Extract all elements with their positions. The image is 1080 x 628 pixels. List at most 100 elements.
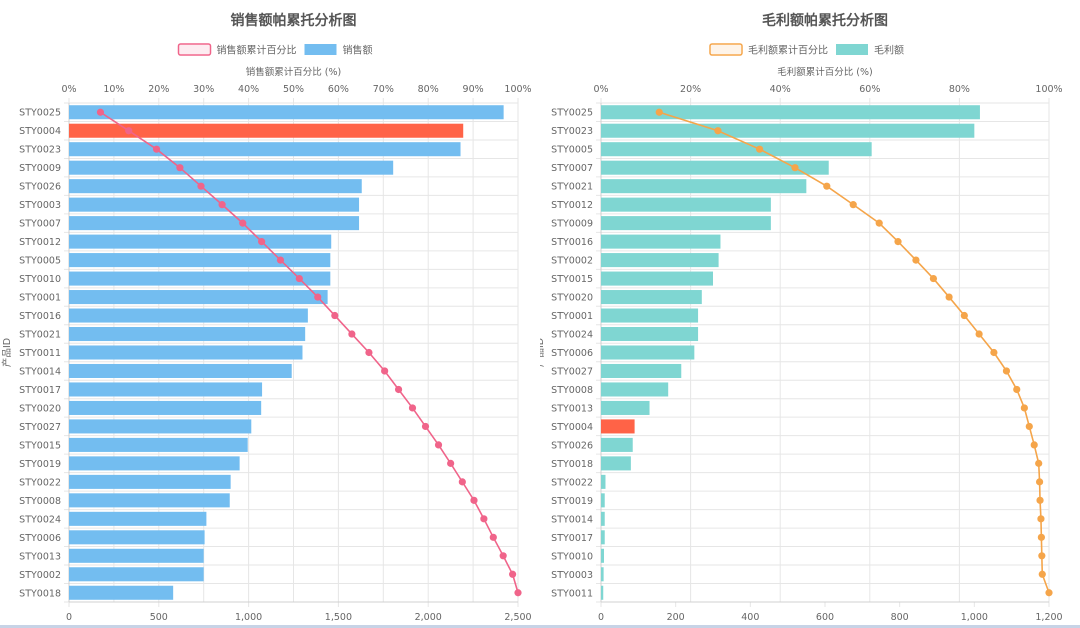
category-label: STY0004	[19, 126, 61, 137]
cumulative-point-sty0027	[1002, 367, 1011, 375]
cumulative-point-sty0017	[394, 385, 403, 394]
chart-title: 销售额帕累托分析图	[231, 12, 357, 29]
bar-sty0025	[69, 105, 504, 120]
cumulative-point-sty0001	[960, 311, 968, 320]
category-label: STY0015	[551, 274, 593, 285]
top-axis-tick: 20%	[148, 84, 169, 95]
cumulative-point-sty0011	[365, 348, 373, 357]
cumulative-point-sty0025	[96, 108, 105, 116]
top-axis-tick: 20%	[680, 84, 701, 95]
cumulative-point-sty0023	[714, 127, 722, 135]
bottom-axis-tick: 600	[816, 612, 834, 623]
bar-sty0012	[601, 197, 771, 212]
bar-sty0026	[601, 437, 633, 452]
cumulative-point-sty0009	[176, 164, 184, 172]
bar-sty0014	[601, 511, 605, 526]
legend-label-value: 销售额	[343, 44, 373, 57]
category-label: STY0001	[551, 311, 593, 322]
cumulative-point-sty0025	[655, 108, 663, 116]
top-axis-tick: 40%	[770, 84, 791, 95]
category-label: STY0016	[19, 311, 61, 322]
bar-sty0002	[601, 253, 719, 268]
bar-sty0020	[69, 400, 262, 415]
bottom-axis-tick: 2,500	[504, 612, 531, 623]
cumulative-point-sty0027	[421, 422, 430, 431]
bar-sty0011	[601, 585, 604, 600]
cumulative-point-sty0021	[823, 182, 831, 190]
bottom-axis-tick: 200	[667, 612, 685, 623]
bar-sty0004	[69, 123, 464, 138]
y-axis-title: 产品ID	[1, 338, 13, 367]
top-axis-tick: 50%	[283, 84, 304, 95]
bar-sty0019	[601, 493, 605, 508]
profit-pareto-chart: 毛利额帕累托分析图 毛利额累计百分比 毛利额 毛利额累计百分比 (%) 0% 20% 40%…	[540, 0, 1080, 628]
bar-sty0027	[601, 363, 682, 379]
bar-sty0021	[69, 326, 306, 342]
cumulative-point-sty0016	[331, 311, 339, 320]
legend-swatch-bar	[836, 44, 868, 55]
bar-sty0018	[601, 456, 631, 471]
cumulative-point-sty0001	[314, 293, 322, 301]
category-label: STY0027	[551, 366, 593, 377]
top-axis-tick: 40%	[238, 84, 259, 95]
sales-pareto-chart: 销售额帕累托分析图销售额累计百分比 销售额 销售额累计百分比 (%) 0% 10% 20%…	[1, 12, 532, 623]
top-axis-tick: 0%	[593, 84, 608, 95]
category-label: STY0011	[19, 348, 61, 359]
cumulative-point-sty0021	[348, 330, 356, 338]
cumulative-point-sty0003	[218, 201, 226, 209]
bottom-axis-tick: 1,000	[235, 612, 262, 623]
bar-sty0018	[69, 585, 174, 600]
top-axis-title: 销售额累计百分比 (%)	[246, 66, 341, 78]
bar-sty0007	[69, 216, 360, 231]
cumulative-point-sty0006	[489, 533, 497, 541]
category-label: STY0008	[19, 496, 61, 507]
bar-sty0013	[69, 548, 204, 563]
bar-sty0001	[601, 308, 699, 323]
category-label: STY0009	[19, 163, 61, 174]
bar-sty0024	[69, 511, 207, 526]
cumulative-point-sty0005	[276, 256, 285, 264]
cumulative-point-sty0017	[1037, 533, 1045, 541]
cumulative-point-sty0007	[791, 164, 799, 172]
legend-label-cumulative: 销售额累计百分比	[217, 44, 297, 57]
category-label: STY0002	[551, 256, 593, 267]
bar-sty0002	[69, 567, 204, 582]
bar-sty0017	[601, 530, 605, 545]
category-label: STY0021	[19, 330, 61, 341]
category-label: STY0010	[19, 274, 61, 285]
cumulative-point-sty0024	[975, 330, 983, 338]
cumulative-point-sty0016	[894, 238, 902, 246]
bar-sty0008	[69, 493, 230, 508]
category-label: STY0010	[551, 551, 593, 562]
category-label: STY0014	[551, 514, 593, 525]
bar-sty0026	[69, 179, 362, 194]
bottom-axis-tick: 1,500	[325, 612, 352, 623]
category-label: STY0007	[19, 219, 61, 230]
bar-sty0019	[69, 456, 240, 471]
category-label: STY0017	[551, 533, 593, 544]
cumulative-point-sty0010	[1038, 552, 1046, 560]
category-label: STY0013	[551, 403, 593, 414]
category-label: STY0005	[551, 145, 593, 156]
cumulative-point-sty0010	[295, 274, 303, 283]
cumulative-point-sty0018	[1035, 459, 1043, 467]
legend-swatch-line-fill	[179, 45, 210, 54]
window-bottom-border	[0, 625, 1080, 628]
cumulative-point-sty0019	[1036, 496, 1044, 504]
category-label: STY0014	[19, 366, 61, 377]
bar-sty0001	[69, 290, 328, 305]
category-label: STY0002	[19, 570, 61, 581]
bar-sty0011	[69, 345, 303, 360]
category-label: STY0011	[551, 588, 593, 599]
cumulative-point-sty0005	[755, 145, 764, 153]
cumulative-point-sty0012	[849, 201, 857, 209]
cumulative-point-sty0018	[514, 589, 522, 597]
top-axis-tick: 0%	[61, 84, 76, 95]
bar-sty0022	[69, 474, 231, 489]
legend-swatch-line-fill	[711, 45, 741, 54]
category-label: STY0006	[551, 348, 593, 359]
bottom-axis-tick: 0	[598, 612, 604, 623]
category-label: STY0012	[19, 237, 61, 248]
top-axis-tick: 10%	[103, 84, 124, 95]
